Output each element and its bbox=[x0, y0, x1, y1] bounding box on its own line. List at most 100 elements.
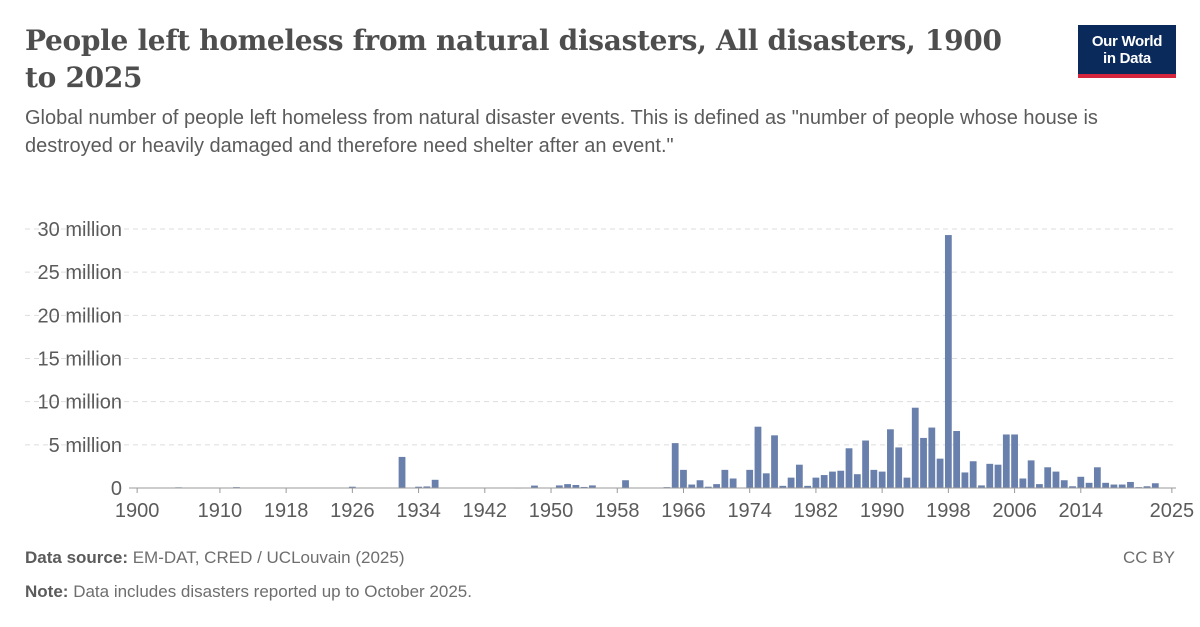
bar-1991[interactable] bbox=[887, 429, 894, 488]
bar-1980[interactable] bbox=[795, 464, 803, 488]
x-tick-label: 1950 bbox=[529, 500, 574, 522]
bar-2020[interactable] bbox=[1127, 481, 1134, 488]
bar-2016[interactable] bbox=[1093, 467, 1101, 488]
bar-1936[interactable] bbox=[431, 479, 439, 488]
bars bbox=[175, 235, 1159, 489]
source-text: EM-DAT, CRED / UCLouvain (2025) bbox=[132, 548, 405, 567]
bar-2018[interactable] bbox=[1110, 484, 1118, 488]
bar-2005[interactable] bbox=[1002, 434, 1010, 488]
bar-2010[interactable] bbox=[1044, 467, 1052, 488]
y-tick-label: 0 bbox=[111, 478, 122, 500]
bar-2009[interactable] bbox=[1036, 484, 1043, 488]
license-link[interactable]: CC BY bbox=[1123, 548, 1175, 567]
bar-1995[interactable] bbox=[920, 437, 927, 488]
bar-2015[interactable] bbox=[1085, 482, 1093, 488]
y-tick-label: 20 million bbox=[38, 305, 122, 327]
bar-1990[interactable] bbox=[878, 471, 886, 488]
bar-1996[interactable] bbox=[928, 427, 936, 488]
chart-title: People left homeless from natural disast… bbox=[25, 24, 1002, 94]
bar-1948[interactable] bbox=[531, 485, 538, 488]
x-tick-label: 1982 bbox=[794, 500, 839, 522]
bar-1926[interactable] bbox=[348, 486, 356, 488]
bar-1981[interactable] bbox=[804, 485, 812, 488]
bar-2003[interactable] bbox=[986, 463, 994, 488]
bar-1974[interactable] bbox=[746, 469, 754, 488]
bar-1954[interactable] bbox=[580, 486, 588, 488]
bar-1997[interactable] bbox=[936, 458, 944, 488]
bar-1932[interactable] bbox=[398, 456, 406, 488]
bar-1970[interactable] bbox=[713, 484, 720, 488]
bar-1975[interactable] bbox=[754, 426, 762, 488]
data-note: Note: Data includes disasters reported u… bbox=[25, 582, 472, 602]
bar-1988[interactable] bbox=[862, 440, 869, 488]
bar-2012[interactable] bbox=[1060, 480, 1068, 488]
bar-1984[interactable] bbox=[829, 471, 836, 488]
x-tick-label: 1958 bbox=[595, 500, 640, 522]
bar-1993[interactable] bbox=[903, 477, 911, 488]
bar-1951[interactable] bbox=[555, 485, 563, 488]
bar-1935[interactable] bbox=[423, 486, 431, 488]
bar-2017[interactable] bbox=[1102, 482, 1110, 488]
bar-1969[interactable] bbox=[704, 486, 712, 488]
bar-1953[interactable] bbox=[572, 484, 580, 488]
x-tick-label: 1998 bbox=[926, 500, 971, 522]
owid-logo[interactable]: Our World in Data bbox=[1078, 25, 1176, 78]
bar-2013[interactable] bbox=[1069, 486, 1076, 488]
bar-1994[interactable] bbox=[911, 407, 919, 488]
bar-1959[interactable] bbox=[622, 480, 629, 488]
bar-2001[interactable] bbox=[969, 461, 977, 488]
note-text: Data includes disasters reported up to O… bbox=[73, 582, 472, 601]
x-axis: 1900 1910 1918 1926 1934 1942 1950 1958 1966 1974… bbox=[115, 487, 1195, 522]
bar-1977[interactable] bbox=[771, 435, 778, 488]
bar-1982[interactable] bbox=[812, 477, 820, 488]
bar-2011[interactable] bbox=[1052, 471, 1060, 488]
bar-1968[interactable] bbox=[696, 480, 704, 488]
bar-1965[interactable] bbox=[671, 443, 679, 488]
bar-2006[interactable] bbox=[1011, 434, 1018, 488]
bar-2019[interactable] bbox=[1118, 484, 1126, 488]
bar-1985[interactable] bbox=[837, 470, 845, 488]
y-tick-label: 15 million bbox=[38, 349, 122, 371]
bar-2000[interactable] bbox=[961, 472, 969, 488]
y-tick-label: 25 million bbox=[38, 262, 122, 284]
x-tick-label: 1910 bbox=[198, 500, 243, 522]
x-tick-label: 1966 bbox=[661, 500, 706, 522]
bar-1955[interactable] bbox=[589, 485, 596, 488]
y-tick-label: 30 million bbox=[38, 219, 122, 241]
bar-2004[interactable] bbox=[994, 464, 1002, 488]
logo-line-1: Our World bbox=[1091, 32, 1163, 50]
bar-1998[interactable] bbox=[944, 235, 952, 488]
bar-2014[interactable] bbox=[1077, 476, 1085, 488]
y-tick-label: 10 million bbox=[38, 392, 122, 414]
bar-1992[interactable] bbox=[895, 447, 903, 488]
bar-2023[interactable] bbox=[1151, 483, 1159, 488]
note-label: Note: bbox=[25, 582, 69, 601]
y-tick-label: 5 million bbox=[49, 435, 122, 457]
x-tick-label: 1934 bbox=[396, 500, 441, 522]
bar-1986[interactable] bbox=[845, 448, 853, 488]
bar-1979[interactable] bbox=[787, 477, 795, 488]
bar-1978[interactable] bbox=[779, 485, 787, 488]
bar-2002[interactable] bbox=[978, 485, 985, 488]
bar-1999[interactable] bbox=[953, 431, 961, 488]
gridlines bbox=[25, 228, 1176, 446]
bar-chart: 0 5 million 10 million 15 million 20 million… bbox=[25, 219, 1195, 522]
bar-1967[interactable] bbox=[688, 484, 696, 488]
x-tick-label: 1918 bbox=[264, 500, 309, 522]
bar-1983[interactable] bbox=[820, 475, 828, 488]
bar-1987[interactable] bbox=[853, 474, 861, 488]
source-label: Data source: bbox=[25, 548, 128, 567]
bar-1976[interactable] bbox=[762, 473, 770, 488]
x-tick-label: 1990 bbox=[860, 500, 905, 522]
bar-2007[interactable] bbox=[1019, 478, 1027, 488]
bar-2022[interactable] bbox=[1143, 486, 1151, 488]
bar-1934[interactable] bbox=[415, 486, 422, 488]
bar-1989[interactable] bbox=[870, 469, 878, 488]
bar-1966[interactable] bbox=[680, 469, 687, 488]
x-tick-label: 1942 bbox=[463, 500, 508, 522]
bar-1952[interactable] bbox=[564, 484, 571, 488]
bar-1972[interactable] bbox=[729, 478, 737, 488]
x-tick-label: 2025 bbox=[1150, 500, 1195, 522]
bar-1971[interactable] bbox=[721, 469, 729, 488]
bar-2008[interactable] bbox=[1027, 460, 1035, 488]
